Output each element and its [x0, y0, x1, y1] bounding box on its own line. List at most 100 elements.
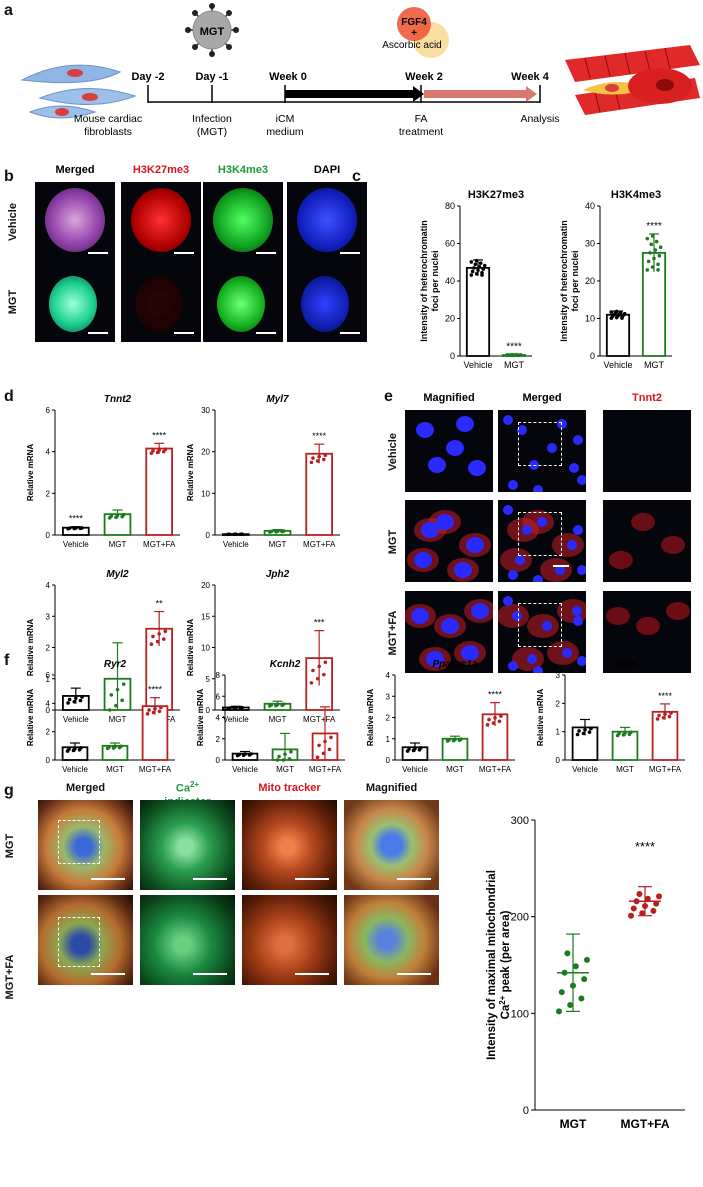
panel-g-chart: 0 100 200 300 MGT MGT+FA **** Intensity of maxi… — [486, 815, 685, 1131]
data-point — [277, 754, 281, 759]
tick-label: 0 — [450, 351, 455, 361]
nucleus — [527, 654, 537, 664]
fgf4-label: FGF4 — [401, 17, 427, 28]
timeline-day-0: Day -2 — [131, 71, 164, 83]
micrograph — [405, 591, 493, 673]
data-point — [650, 234, 655, 238]
data-point — [234, 532, 238, 537]
data-point — [556, 1008, 562, 1015]
micrograph — [242, 800, 337, 890]
fibroblast-cells-illustration — [20, 64, 137, 119]
data-point — [518, 353, 523, 357]
data-point — [558, 989, 565, 996]
chart-title: Ryr2 — [104, 659, 127, 670]
y-axis-label: Relative mRNA — [26, 689, 35, 747]
timeline-below-label: Infection — [192, 113, 232, 125]
panel-f-charts: 0 2 4 6 Vehicle MGT MGT+FA **** Ryr2 Relative mRN… — [26, 659, 685, 774]
micrograph — [38, 895, 133, 985]
data-point — [315, 459, 320, 463]
scale-bar — [340, 332, 360, 334]
micrograph — [35, 182, 115, 262]
data-point — [654, 239, 659, 244]
data-point — [581, 976, 588, 983]
data-point — [584, 956, 590, 963]
chart-title: Myl7 — [266, 394, 289, 405]
data-point — [269, 529, 274, 534]
category-label: MGT — [269, 540, 287, 549]
row-label: MGT — [387, 529, 399, 555]
tick-label: 0 — [46, 706, 51, 715]
category-label: MGT — [616, 765, 634, 774]
scale-bar — [295, 973, 329, 975]
data-point — [67, 526, 72, 530]
tick-label: 2 — [46, 644, 51, 653]
nucleus — [573, 435, 583, 445]
data-point — [577, 729, 581, 733]
tick-label: 3 — [556, 671, 561, 680]
data-point — [322, 672, 326, 677]
timeline-below-label: fibroblasts — [84, 126, 132, 138]
panel-letter-d: d — [4, 388, 14, 405]
chart-Tnnt2: 0 2 4 6 Vehicle **** MGT MGT+FA **** Tnnt2 Relativ… — [26, 394, 180, 549]
tick-label: 6 — [216, 692, 221, 701]
tick-label: 0 — [46, 756, 51, 765]
category-label: MGT+FA — [143, 540, 176, 549]
micrograph — [287, 262, 367, 342]
category-label: Vehicle — [463, 360, 492, 370]
timeline-schematic: MGT FGF4 + Ascorbic acid Day -2 Day -1 W… — [20, 3, 700, 138]
data-point — [329, 735, 333, 740]
data-point — [649, 242, 654, 247]
timeline-below-label: Analysis — [520, 113, 559, 125]
category-label: Vehicle — [603, 360, 632, 370]
timeline-day-2: Week 0 — [269, 71, 307, 83]
data-point — [162, 637, 166, 641]
tick-label: 0 — [386, 756, 391, 765]
data-point — [474, 272, 479, 276]
tick-label: 2 — [386, 714, 391, 723]
data-point — [159, 705, 163, 710]
data-point — [470, 269, 475, 274]
data-point — [407, 747, 411, 751]
nucleus — [522, 525, 532, 535]
data-point — [469, 260, 474, 264]
data-point — [655, 717, 660, 721]
data-point — [317, 743, 321, 748]
micrograph — [140, 800, 235, 890]
nucleus — [508, 661, 518, 671]
micrograph — [603, 500, 691, 582]
y-axis-label: Relative mRNA — [186, 444, 195, 502]
data-point — [67, 697, 72, 702]
data-point — [487, 717, 491, 722]
scale-bar — [88, 332, 108, 334]
data-point — [505, 352, 510, 357]
data-point — [315, 676, 320, 681]
significance-label: **** — [646, 221, 662, 232]
data-point — [656, 893, 662, 900]
data-point — [113, 744, 117, 749]
data-point — [639, 910, 646, 917]
column-label: Tnnt2 — [632, 392, 662, 404]
data-point — [281, 758, 286, 762]
data-point — [275, 529, 280, 534]
tick-label: 0 — [206, 706, 211, 715]
data-point — [157, 448, 161, 452]
tick-label: 15 — [201, 612, 210, 621]
category-label: MGT+FA — [649, 765, 682, 774]
nucleus — [441, 618, 459, 634]
data-point — [459, 737, 463, 741]
panel-letter-b: b — [4, 168, 14, 185]
data-point — [227, 532, 232, 537]
tick-label: 40 — [445, 276, 455, 286]
data-point — [311, 456, 315, 460]
data-point — [653, 900, 660, 907]
data-point — [564, 950, 571, 957]
data-point — [663, 712, 667, 717]
data-point — [287, 757, 292, 761]
data-point — [289, 749, 293, 754]
data-point — [121, 512, 126, 517]
category-label: MGT+FA — [303, 715, 336, 724]
y-axis-label: Relative mRNA — [26, 444, 35, 502]
data-point — [480, 273, 484, 277]
tick-label: 10 — [201, 644, 210, 653]
